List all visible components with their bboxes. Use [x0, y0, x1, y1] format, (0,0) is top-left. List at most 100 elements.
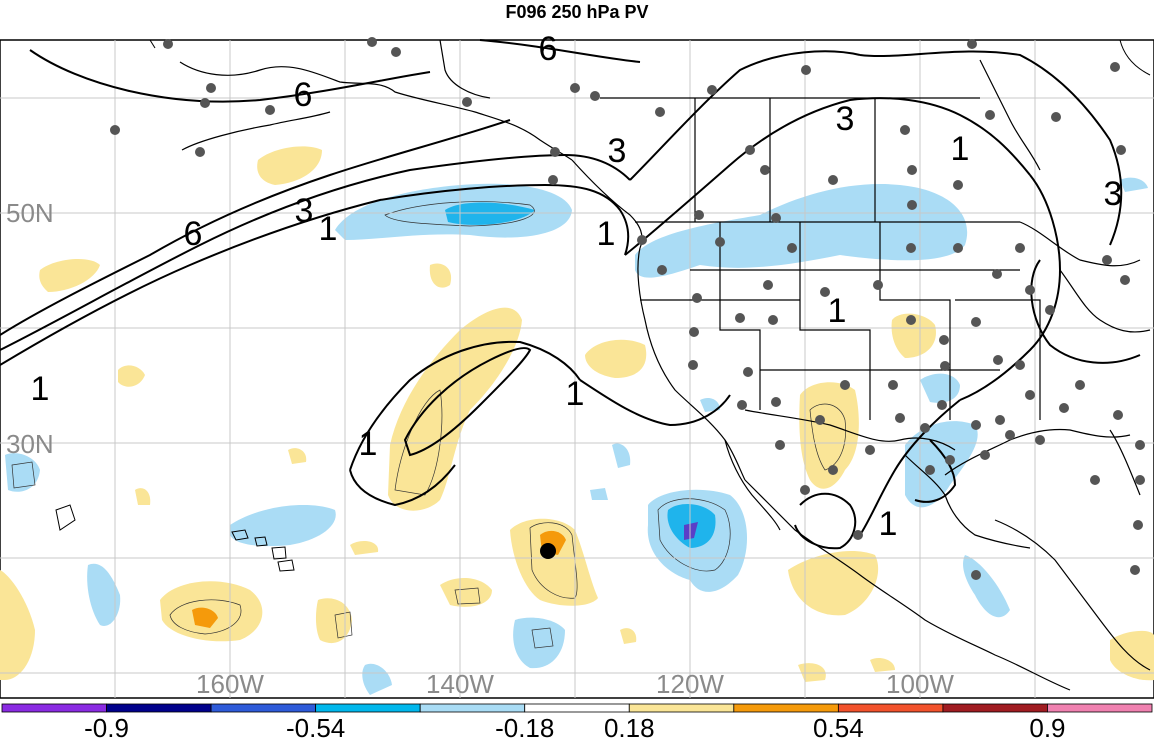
colorbar-swatch [210, 703, 317, 713]
mexico-west-coast [744, 479, 1071, 691]
colorbar-tick-label: -0.9 [84, 713, 129, 739]
pv-contour-1-bottom [349, 464, 456, 507]
contour-label-3-coast: 3 [608, 132, 627, 170]
florida [1109, 429, 1141, 496]
us-mexico-border [744, 409, 956, 451]
baja-california [724, 439, 781, 531]
positive-pv-region-small-3 [135, 488, 151, 505]
colorbar-swatch [837, 703, 944, 713]
contour-label-1-coast: 1 [597, 215, 616, 253]
colorbar-swatch [628, 703, 735, 713]
contour-label-6-west: 6 [184, 215, 203, 253]
pv-contour-1-pacific [0, 183, 630, 366]
great-lakes [1059, 269, 1151, 333]
colorbar-swatch [733, 703, 839, 713]
alaska-peninsula [181, 111, 331, 151]
positive-pv-region-small-1 [118, 365, 145, 387]
positive-pv-region-central-pacific [510, 518, 598, 606]
positive-pv-region-gulf-alaska [257, 146, 322, 185]
colorbar-tick-label: 0.54 [813, 713, 864, 739]
positive-pv-region-southwest-us [799, 382, 859, 489]
pv-contour-6-upper [479, 39, 641, 63]
positive-pv-region-california-coast [585, 339, 647, 378]
negative-pv-region-western-us-canada [635, 184, 968, 278]
colorbar-tick-label: -0.54 [286, 713, 345, 739]
pv-contour-3-main [0, 153, 631, 351]
positive-pv-core-southwest [192, 607, 218, 628]
negative-pv-center-baja [684, 522, 698, 540]
lon-label-120w: 120W [656, 669, 724, 699]
negative-pv-region-south-1 [87, 563, 121, 626]
lat-label-30n: 30N [6, 429, 54, 459]
contour-labels: 6 6 6 3 3 3 3 1 1 1 1 1 1 1 1 [31, 30, 1123, 543]
contour-label-1-pacific: 1 [319, 210, 338, 248]
positive-pv-region-southeast-corner [1110, 630, 1154, 681]
colorbar-tick-label: 0.18 [604, 713, 655, 739]
positive-pv-region-west-1 [39, 258, 100, 292]
lon-label-140w: 140W [426, 669, 494, 699]
pv-contour-1-east-pacific [579, 379, 731, 427]
positive-pv-region-south-central-2 [440, 578, 492, 607]
positive-pv-region-small-4 [350, 540, 379, 555]
negative-pv-region-hawaii [230, 505, 336, 547]
colorbar: -0.9 -0.54 -0.18 0.18 0.54 0.9 [1, 703, 1153, 739]
pv-contour-1-southern-loop [859, 399, 961, 536]
negative-pv-core-northeast-pacific [445, 202, 535, 225]
pv-contour-1-mexico [794, 492, 857, 550]
pv-contour-6-north [29, 49, 431, 103]
pv-contour-1-gulf [914, 439, 957, 503]
positive-pv-region-small-5 [870, 658, 895, 672]
colorbar-swatch [106, 703, 212, 713]
positive-pv-region-subtropical-ridge [388, 307, 522, 511]
positive-pv-region-west-2 [0, 570, 35, 680]
us-west-coast [637, 247, 746, 481]
observation-stations [110, 37, 1145, 580]
highlighted-point-marker [540, 543, 556, 559]
alaska-coastline [179, 61, 573, 161]
lon-label-160w: 160W [196, 669, 264, 699]
pv-contour-3-eastern-trough [1030, 259, 1141, 364]
positive-pv-region-small-7 [288, 448, 307, 464]
colorbar-tick-label: 0.9 [1029, 713, 1065, 739]
colorbar-tick-label: -0.18 [495, 713, 554, 739]
positive-pv-region-small-8 [620, 628, 637, 644]
contour-label-3-east: 3 [1104, 175, 1123, 213]
figure-title: F096 250 hPa PV [505, 2, 649, 22]
negative-pv-region-small-4 [1120, 177, 1148, 192]
significance-outlines [11, 201, 846, 649]
positive-pv-region-mexico-south [788, 550, 879, 616]
contour-label-6-alaska: 6 [294, 76, 313, 114]
colorbar-swatch [942, 703, 1048, 713]
state-line-3 [879, 222, 951, 420]
pv-contours [0, 39, 1141, 550]
alaska-north [439, 39, 491, 99]
contour-label-1-mexico: 1 [879, 505, 898, 543]
pv-contour-6-west [0, 119, 511, 336]
colorbar-swatch [1, 703, 107, 713]
pv-anomaly-shading [0, 146, 1154, 695]
graticule [0, 40, 1154, 698]
positive-pv-region-kansas [891, 313, 936, 358]
state-line-7 [955, 299, 1041, 420]
hawaii-islands [55, 39, 1151, 572]
negative-pv-region-small-2 [590, 488, 608, 500]
pv-contour-1-canada [624, 97, 1031, 256]
lon-label-100w: 100W [886, 669, 954, 699]
contour-label-3-west: 3 [295, 192, 314, 230]
coastlines-and-boundaries [179, 39, 1151, 691]
hudson-bay [979, 59, 1041, 171]
negative-pv-region-south-3 [362, 663, 392, 695]
pv-contour-1-subtropical [349, 340, 581, 471]
canada-border-east [1019, 221, 1141, 267]
state-line-2 [799, 222, 871, 420]
positive-pv-region-small-2 [429, 263, 452, 288]
central-america [994, 519, 1151, 671]
negative-pv-region-small-3 [700, 398, 720, 412]
negative-pv-region-south-2 [513, 617, 565, 669]
positive-pv-region-south-central [315, 598, 352, 644]
contour-label-1-west: 1 [31, 370, 50, 408]
pv-contour-1-inner [403, 347, 532, 457]
contour-label-1-canada: 1 [951, 130, 970, 168]
colorbar-swatch [315, 703, 421, 713]
contour-label-1-subtropical: 1 [359, 425, 378, 463]
